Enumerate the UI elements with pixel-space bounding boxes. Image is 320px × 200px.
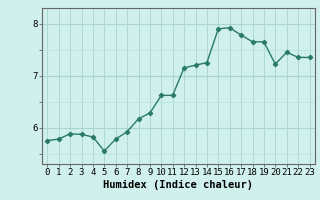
X-axis label: Humidex (Indice chaleur): Humidex (Indice chaleur) — [103, 180, 253, 190]
